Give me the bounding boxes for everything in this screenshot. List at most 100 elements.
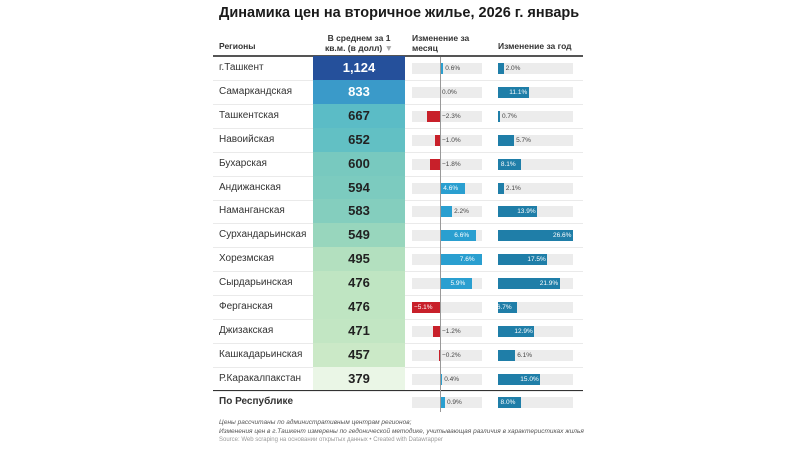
price-cell: 583 [313, 199, 405, 224]
month-bar-track [412, 86, 482, 98]
month-bar-track [412, 110, 482, 122]
price-cell: 476 [313, 271, 405, 296]
month-bar-track [412, 349, 482, 361]
year-bar-track [498, 134, 573, 146]
year-value-label: 8.1% [500, 160, 516, 168]
month-bar [440, 206, 453, 218]
year-bar [498, 230, 573, 242]
note-2: Изменения цен в г.Ташкент измерены по ге… [219, 428, 584, 435]
table-row[interactable]: Джизакская 471 −1.2% 12.9% [213, 318, 583, 344]
month-bar [430, 158, 440, 170]
month-bar-track [412, 134, 482, 146]
year-value-label: 17.5% [527, 256, 546, 264]
year-bar-track [498, 349, 573, 361]
table-row[interactable]: Ферганская 476 −5.1% 6.7% [213, 295, 583, 320]
table-row[interactable]: Самаркандская 833 0.0% 11.1% [213, 79, 583, 105]
table-row[interactable]: Хорезмская 495 7.6% 17.5% [213, 247, 583, 273]
region-label: Хорезмская [219, 253, 275, 265]
year-bar [498, 278, 560, 290]
month-value-label: 0.0% [442, 88, 457, 96]
header-region[interactable]: Регионы [219, 41, 256, 51]
year-bar-track [498, 325, 573, 337]
year-value-label: 6.7% [496, 304, 512, 311]
region-label: По Республике [219, 396, 294, 407]
year-value-label: 5.7% [516, 136, 531, 144]
total-row[interactable]: По Республике 0.9% 8.0% [213, 390, 583, 414]
month-value-label: 6.6% [454, 232, 470, 240]
year-value-label: 15.0% [520, 375, 539, 383]
price-cell: 471 [313, 318, 405, 343]
month-bar [440, 63, 444, 74]
month-value-label: 0.6% [445, 65, 461, 72]
region-label: Самаркандская [219, 85, 292, 97]
year-bar-track [498, 182, 573, 194]
month-value-label: 2.2% [454, 208, 469, 216]
price-cell: 652 [313, 127, 405, 152]
year-value-label: 2.0% [505, 65, 521, 72]
table-row[interactable]: Бухарская 600 −1.8% 8.1% [213, 151, 583, 177]
header-year[interactable]: Изменение за год [498, 41, 572, 51]
month-value-label: 7.6% [459, 256, 475, 264]
month-bar [438, 349, 440, 361]
year-bar-track [498, 110, 573, 122]
price-cell: 457 [313, 342, 405, 367]
region-label: Ташкентская [219, 109, 279, 121]
year-bar [498, 158, 521, 170]
month-value-label: −1.2% [442, 327, 461, 335]
year-value-label: 21.9% [539, 280, 559, 288]
month-value-label: 5.9% [450, 280, 466, 288]
year-bar [498, 254, 548, 266]
month-bar [440, 182, 466, 194]
month-bar-track [412, 158, 482, 170]
region-label: Андижанская [219, 181, 281, 193]
table-row[interactable]: Навоийская 652 −1.0% 5.7% [213, 127, 583, 153]
month-bar [434, 134, 440, 146]
month-bar-track [412, 302, 482, 313]
table-row[interactable]: Ташкентская 667 −2.3% 0.7% [213, 103, 583, 129]
year-value-label: 2.1% [505, 184, 521, 192]
header-price-label: В среднем за 1 кв.м. (в долл) [324, 33, 391, 53]
sort-down-icon: ▼ [384, 43, 394, 53]
table-row[interactable]: Кашкадарьинская 457 −0.2% 6.1% [213, 342, 583, 368]
header-month[interactable]: Изменение за месяц [412, 33, 470, 53]
month-bar [411, 302, 440, 313]
year-bar [498, 373, 541, 385]
month-value-label: −5.1% [413, 304, 433, 311]
price-cell: 594 [313, 175, 405, 200]
table-row[interactable]: Сурхандарьинская 549 6.6% 26.6% [213, 223, 583, 249]
month-bar [440, 254, 482, 266]
year-bar-track [498, 158, 573, 170]
table-row[interactable]: Андижанская 594 4.6% 2.1% [213, 175, 583, 201]
year-value-label: 13.9% [517, 208, 536, 216]
month-bar [433, 325, 440, 337]
region-label: г.Ташкент [219, 62, 264, 73]
year-bar-track [498, 63, 573, 74]
year-bar [498, 182, 504, 194]
table-row[interactable]: Наманганская 583 2.2% 13.9% [213, 199, 583, 225]
source-line: Source: Web scraping на основании открыт… [219, 437, 443, 443]
month-value-label: −2.3% [442, 112, 461, 120]
month-bar-track [412, 325, 482, 337]
header-price[interactable]: В среднем за 1 кв.м. (в долл) ▼ [318, 33, 400, 53]
year-bar [498, 302, 517, 313]
table-row[interactable]: Сырдарьинская 476 5.9% 21.9% [213, 271, 583, 297]
region-label: Кашкадарьинская [219, 348, 303, 360]
month-bar-track [412, 373, 482, 385]
month-bar-track [412, 63, 482, 74]
month-bar [440, 230, 477, 242]
price-cell: 379 [313, 366, 405, 391]
year-bar [498, 397, 521, 408]
year-bar [498, 206, 538, 218]
region-label: Наманганская [219, 205, 285, 217]
price-cell: 495 [313, 247, 405, 272]
year-value-label: 8.0% [500, 399, 516, 406]
table-row[interactable]: Р.Каракалпакстан 379 0.4% 15.0% [213, 366, 583, 392]
year-value-label: 11.1% [509, 88, 528, 96]
price-cell: 667 [313, 103, 405, 128]
month-value-label: 0.9% [446, 399, 462, 406]
price-cell: 549 [313, 223, 405, 248]
price-cell: 476 [313, 295, 405, 319]
total-divider [213, 390, 583, 391]
year-bar [498, 349, 516, 361]
table-row[interactable]: г.Ташкент 1,124 0.6% 2.0% [213, 56, 583, 81]
